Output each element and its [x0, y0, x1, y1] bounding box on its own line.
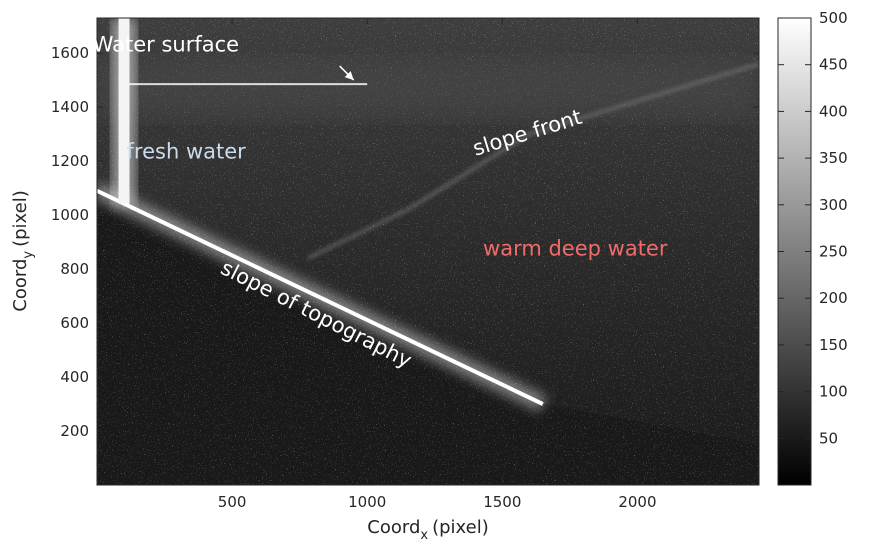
- colorbar-tick-label: 200: [819, 289, 848, 307]
- annotation-arrowhead: [344, 71, 354, 81]
- y-tick-label: 200: [60, 422, 89, 440]
- y-tick-label: 1200: [51, 152, 89, 170]
- y-tick-label: 400: [60, 368, 89, 386]
- colorbar-tick-label: 100: [819, 383, 848, 401]
- colorbar-tick-label: 400: [819, 102, 848, 120]
- x-tick-label: 2000: [618, 493, 656, 511]
- colorbar-ticks: 50 100 150 200 250 300 350 400 450 500: [778, 9, 848, 447]
- annotation-label: fresh water: [127, 139, 247, 163]
- x-tick-label: 1500: [483, 493, 521, 511]
- colorbar-tick-label: 300: [819, 196, 848, 214]
- annotation-label: Water surface: [93, 33, 239, 57]
- plot-frame: [96, 17, 760, 486]
- x-ticks: 500 1000 1500 2000: [218, 18, 657, 511]
- y-tick-label: 1600: [51, 44, 89, 62]
- y-tick-label: 1400: [51, 98, 89, 116]
- colorbar: 50 100 150 200 250 300 350 400 450 500: [777, 9, 848, 486]
- slope-front-haze: [307, 62, 759, 260]
- y-tick-label: 600: [60, 314, 89, 332]
- colorbar-tick-label: 450: [819, 56, 848, 74]
- x-axis-label: Coordx (pixel): [367, 517, 488, 543]
- y-tick-label: 800: [60, 260, 89, 278]
- colorbar-tick-label: 50: [819, 429, 838, 447]
- plot-area: [97, 18, 759, 485]
- x-tick-label: 500: [218, 493, 247, 511]
- x-tick-label: 1000: [348, 493, 386, 511]
- annotation-label: warm deep water: [483, 237, 668, 261]
- surface-band: [97, 59, 759, 120]
- colorbar-tick-label: 500: [819, 9, 848, 27]
- y-tick-label: 1000: [51, 206, 89, 224]
- colorbar-tick-label: 350: [819, 149, 848, 167]
- colorbar-tick-label: 250: [819, 243, 848, 261]
- y-ticks: 200 400 600 800 1000 1200 1400 1600: [51, 44, 759, 440]
- slope-line: [97, 188, 544, 406]
- wall: [118, 18, 130, 204]
- y-axis-label: Coordy(pixel): [10, 190, 36, 311]
- colorbar-tick-label: 150: [819, 336, 848, 354]
